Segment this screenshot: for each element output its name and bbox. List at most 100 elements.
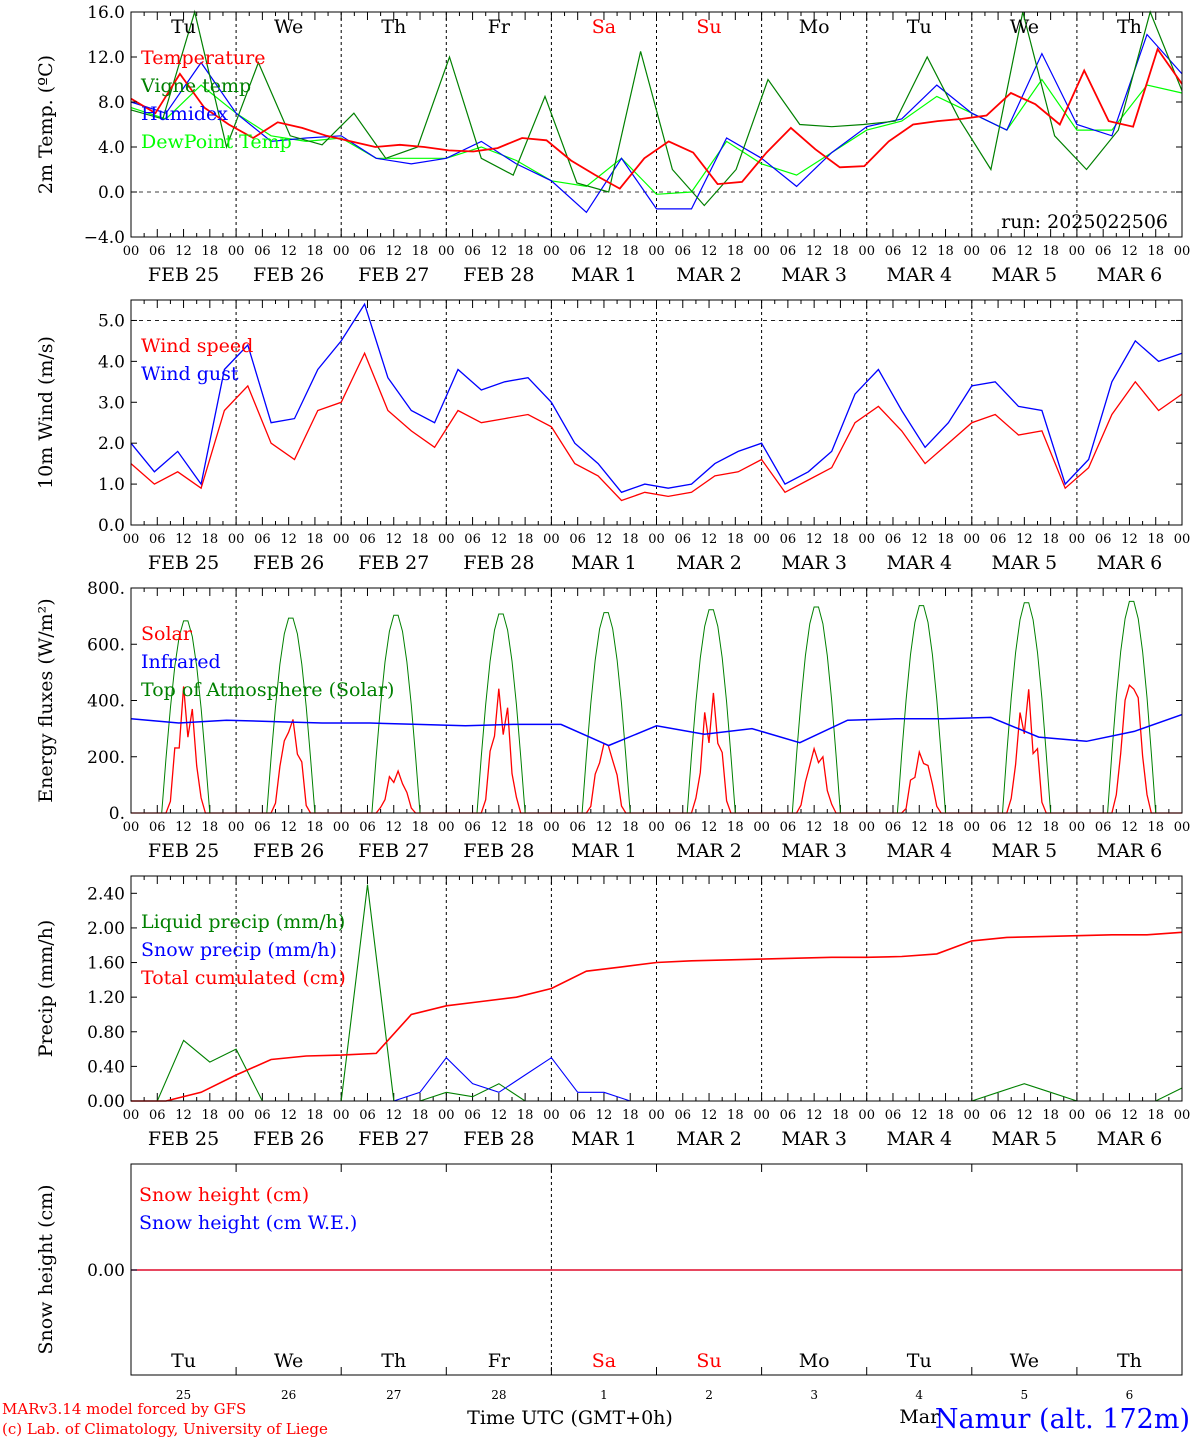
hour-tick-label: 06 (359, 532, 376, 547)
weekday-label: Sa (592, 1350, 616, 1372)
hour-tick-label: 06 (254, 1108, 271, 1123)
weekday-label: Su (696, 1350, 721, 1372)
hour-tick-label: 12 (385, 1108, 402, 1123)
hour-tick-label: 12 (806, 1108, 823, 1123)
hour-tick-label: 18 (832, 1108, 849, 1123)
y-tick-label: 0. (109, 804, 125, 824)
hour-tick-label: 12 (806, 820, 823, 835)
hour-tick-label: 18 (937, 532, 954, 547)
hour-tick-label: 00 (1174, 244, 1191, 259)
hour-tick-label: 12 (806, 532, 823, 547)
hour-tick-label: 18 (202, 532, 219, 547)
hour-tick-label: 06 (675, 820, 692, 835)
hour-tick-label: 00 (333, 1108, 350, 1123)
hour-tick-label: 00 (438, 532, 455, 547)
run-annotation: run: 2025022506 (1001, 211, 1168, 233)
y-tick-label: 4.0 (98, 352, 125, 372)
y-tick-label: 5.0 (98, 311, 125, 331)
hour-tick-label: 18 (832, 532, 849, 547)
y-tick-label: 600. (87, 635, 125, 655)
hour-tick-label: 12 (596, 244, 613, 259)
y-axis-title: Snow height (cm) (35, 1184, 57, 1354)
date-label: MAR 1 (571, 552, 637, 574)
date-label: MAR 5 (992, 840, 1058, 862)
y-axis-title: Precip (mm/h) (35, 920, 57, 1058)
hour-tick-label: 06 (464, 1108, 481, 1123)
hour-tick-label: 06 (149, 532, 166, 547)
hour-tick-label: 00 (333, 532, 350, 547)
date-label: FEB 26 (253, 264, 324, 286)
weekday-label: Fr (488, 1350, 511, 1372)
hour-tick-label: 06 (254, 244, 271, 259)
hour-tick-label: 18 (307, 532, 324, 547)
plot-frame (130, 875, 1183, 1102)
series-line (130, 47, 1183, 190)
date-label: MAR 6 (1097, 552, 1163, 574)
hour-tick-label: 06 (359, 1108, 376, 1123)
panels: 00 06 12 18 00 06 12 18 00 06 12 18 00 06 12 18 00 06 12 18… (35, 3, 1190, 1428)
hour-tick-label: 12 (175, 532, 192, 547)
day-number-label: 1 (600, 1388, 608, 1402)
date-label: MAR 2 (676, 264, 742, 286)
weekday-label: Tu (171, 1350, 196, 1372)
hour-tick-label: 12 (911, 244, 928, 259)
weekday-label: Sa (592, 16, 616, 38)
hour-tick-label: 12 (1016, 532, 1033, 547)
hour-tick-label: 00 (228, 532, 245, 547)
hour-tick-label: 00 (228, 820, 245, 835)
date-label: MAR 2 (676, 1128, 742, 1150)
date-label: MAR 6 (1097, 1128, 1163, 1150)
series-line (130, 713, 1183, 747)
series-line (130, 302, 1183, 494)
hour-tick-label: 18 (202, 1108, 219, 1123)
hour-tick-label: 06 (885, 820, 902, 835)
legend-entry: Total cumulated (cm) (141, 967, 346, 989)
hour-tick-label: 18 (412, 244, 429, 259)
hour-tick-label: 00 (228, 244, 245, 259)
weekday-label: Th (1117, 16, 1142, 38)
weekday-label: We (274, 16, 303, 38)
hour-tick-label: 12 (1016, 244, 1033, 259)
hour-tick-label: 00 (228, 1108, 245, 1123)
wind-panel: 00 06 12 18 00 06 12 18 00 06 12 18 00 06 12 18 00 06 12 18… (35, 299, 1190, 574)
hour-tick-label: 18 (622, 1108, 639, 1123)
y-tick-label: 1.0 (98, 475, 125, 495)
hour-tick-label: 00 (1174, 1108, 1191, 1123)
hour-tick-label: 06 (675, 244, 692, 259)
hour-tick-label: 00 (858, 820, 875, 835)
date-label: FEB 28 (463, 1128, 534, 1150)
hour-tick-label: 06 (885, 1108, 902, 1123)
hour-tick-label: 12 (280, 532, 297, 547)
hour-tick-label: 12 (911, 1108, 928, 1123)
hour-tick-label: 06 (464, 532, 481, 547)
date-label: FEB 27 (358, 264, 429, 286)
hour-tick-label: 00 (543, 532, 560, 547)
hour-tick-label: 18 (517, 820, 534, 835)
series-line (131, 931, 1183, 1102)
date-label: MAR 3 (781, 264, 847, 286)
hour-tick-label: 18 (412, 1108, 429, 1123)
hour-tick-label: 12 (491, 532, 508, 547)
energy-panel: 00 06 12 18 00 06 12 18 00 06 12 18 00 06 12 18 00 06 12 18… (35, 579, 1190, 862)
y-tick-label: 0.0 (98, 183, 125, 203)
hour-tick-label: 00 (858, 532, 875, 547)
hour-tick-label: 00 (1069, 1108, 1086, 1123)
date-label: MAR 4 (886, 840, 952, 862)
hour-tick-label: 18 (202, 820, 219, 835)
hour-tick-label: 06 (359, 820, 376, 835)
date-label: FEB 26 (253, 840, 324, 862)
hour-tick-label: 18 (937, 820, 954, 835)
y-tick-label: 1.60 (87, 954, 125, 974)
hour-tick-label: 06 (569, 820, 586, 835)
legend-entry: Vigne temp (140, 75, 251, 97)
weekday-label: Mo (799, 1350, 830, 1372)
hour-tick-label: 00 (1069, 820, 1086, 835)
hour-tick-label: 06 (780, 244, 797, 259)
temperature-panel: 00 06 12 18 00 06 12 18 00 06 12 18 00 06 12 18 00 06 12 18… (35, 3, 1190, 286)
hour-tick-label: 06 (569, 532, 586, 547)
hour-tick-label: 00 (964, 1108, 981, 1123)
hour-tick-label: 12 (491, 1108, 508, 1123)
y-tick-label: 0.00 (87, 1261, 125, 1281)
hour-tick-label: 00 (648, 820, 665, 835)
